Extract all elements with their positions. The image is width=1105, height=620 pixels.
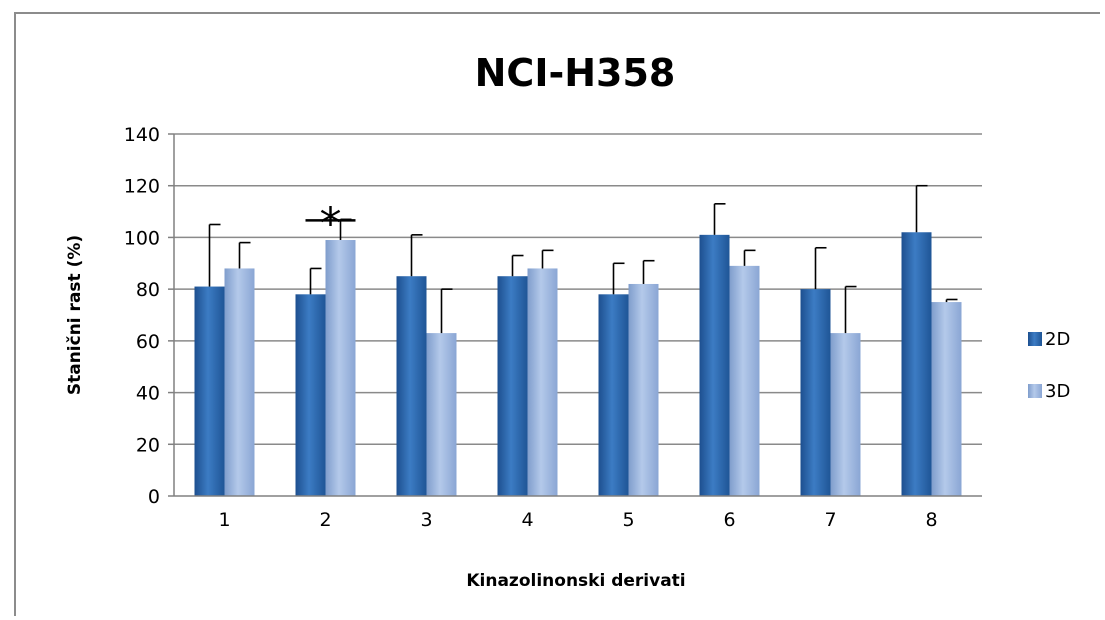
bar-2D-3	[396, 276, 427, 496]
y-tick-label: 20	[136, 434, 160, 456]
x-axis-ticks: 1 2 3 4 5 6 7 8	[218, 509, 937, 531]
x-tick-label: 2	[319, 509, 331, 531]
bar-2D-5	[598, 294, 629, 496]
bar-3D-6	[729, 265, 760, 496]
x-tick-label: 4	[521, 509, 533, 531]
y-axis-title: Stanični rast (%)	[65, 235, 85, 395]
bar-2D-1	[194, 286, 225, 496]
bar-3D-8	[931, 302, 962, 496]
legend-label-3D: 3D	[1045, 381, 1070, 402]
y-tick-label: 140	[124, 124, 160, 146]
legend-label-2D: 2D	[1045, 329, 1070, 350]
bar-2D-4	[497, 276, 528, 496]
legend-swatch-3D	[1028, 384, 1042, 398]
x-tick-label: 8	[925, 509, 937, 531]
bar-2D-6	[699, 234, 730, 497]
gridlines	[174, 133, 982, 446]
y-tick-label: 40	[136, 383, 160, 405]
x-axis-title: Kinazolinonski derivati	[466, 571, 685, 591]
y-tick-label: 80	[136, 279, 160, 301]
bar-3D-7	[830, 333, 861, 496]
bar-3D-4	[527, 268, 558, 496]
bar-3D-5	[628, 283, 659, 496]
chart-frame	[14, 12, 1100, 616]
bar-2D-8	[901, 232, 932, 496]
x-tick-label: 6	[723, 509, 735, 531]
y-tick-label: 0	[148, 486, 160, 508]
y-axis-ticks: 0 20 40 60 80 100 120 140	[124, 124, 174, 508]
significance-star: *	[320, 198, 342, 249]
legend: 2D 3D	[1028, 329, 1070, 402]
bar-2D-2	[295, 294, 326, 496]
bar-3D-1	[224, 268, 255, 496]
y-tick-label: 120	[124, 176, 160, 198]
y-tick-label: 60	[136, 331, 160, 353]
bar-2D-7	[800, 289, 831, 496]
bars	[194, 232, 962, 497]
bar-3D-3	[426, 333, 457, 496]
x-tick-label: 1	[218, 509, 230, 531]
x-tick-label: 7	[824, 509, 836, 531]
x-tick-label: 5	[622, 509, 634, 531]
x-tick-label: 3	[420, 509, 432, 531]
bar-3D-2	[325, 240, 356, 496]
y-tick-label: 100	[124, 227, 160, 249]
chart-title: NCI-H358	[475, 51, 676, 95]
legend-swatch-2D	[1028, 332, 1042, 346]
annotations: *	[305, 198, 356, 249]
